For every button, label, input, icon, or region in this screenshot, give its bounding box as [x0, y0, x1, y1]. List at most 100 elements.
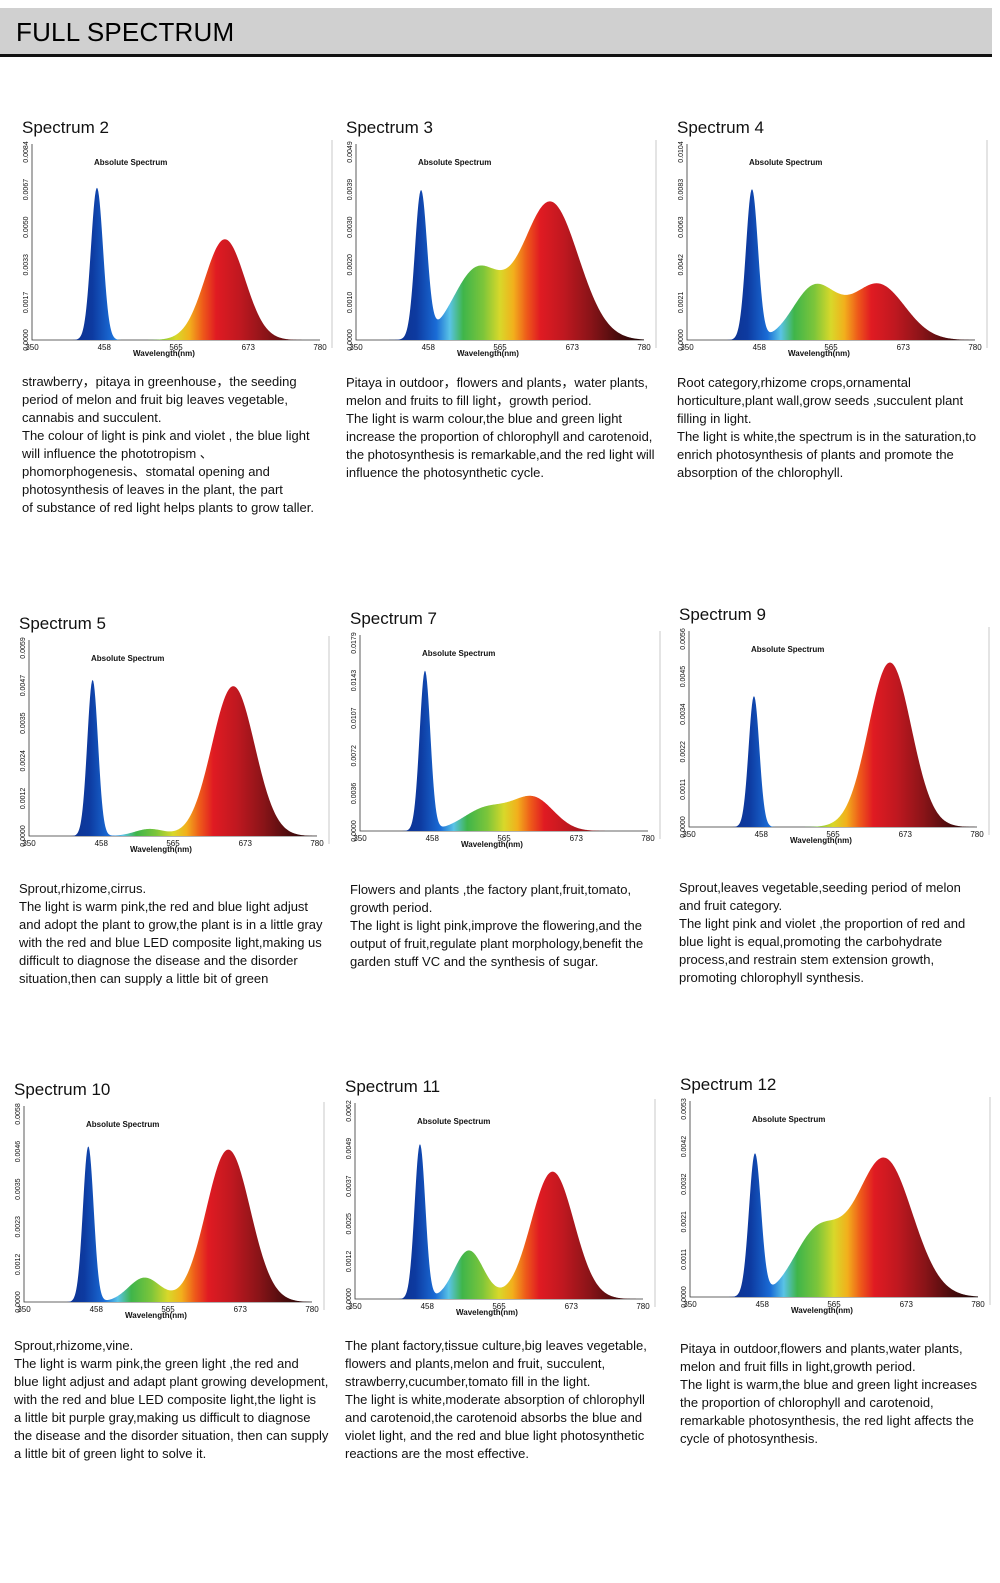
- spectrum-description: The plant factory,tissue culture,big lea…: [345, 1337, 685, 1463]
- y-tick-label: 0.0012: [346, 1251, 353, 1273]
- spectrum-title: Spectrum 9: [679, 605, 766, 624]
- y-tick-label: 0.0067: [23, 179, 30, 201]
- x-tick-label: 673: [234, 1305, 248, 1314]
- description-line: Flowers and plants ,the factory plant,fr…: [350, 882, 632, 897]
- spectrum-panel-2: Spectrum 2 Absolute Spectrum 0.0000 0.0017…: [22, 118, 352, 548]
- x-tick-label: 673: [239, 839, 253, 848]
- y-tick-label: 0.0024: [20, 750, 27, 772]
- spectrum-description: strawberry，pitaya in greenhouse，the seed…: [22, 373, 362, 517]
- chart-title: Absolute Spectrum: [418, 158, 491, 167]
- spectrum-area: [687, 189, 975, 340]
- description-line: of substance of red light helps plants t…: [22, 500, 314, 515]
- x-tick-label: 565: [166, 839, 180, 848]
- y-tick-label: 0.0042: [681, 1136, 688, 1158]
- x-tick-label: 350: [349, 343, 363, 352]
- description-line: horticulture,plant wall,grow seeds ,succ…: [677, 393, 964, 408]
- y-tick-label: 0.0000: [347, 329, 354, 351]
- chart-title: Absolute Spectrum: [94, 158, 167, 167]
- description-line: melon and fruits to fill light，growth pe…: [346, 393, 592, 408]
- chart-title: Absolute Spectrum: [417, 1117, 490, 1126]
- x-tick-label: 458: [755, 830, 769, 839]
- chart-title: Absolute Spectrum: [86, 1120, 159, 1129]
- x-axis-label: Wavelength(nm): [791, 1306, 853, 1315]
- x-tick-label: 458: [421, 1302, 435, 1311]
- spectrum-description: Pitaya in outdoor,flowers and plants,wat…: [680, 1340, 1000, 1448]
- y-tick-label: 0.0046: [15, 1141, 22, 1163]
- description-line: The light pink and violet ,the proportio…: [679, 916, 966, 931]
- spectrum-chart: Absolute Spectrum 0.0000 0.0010 0.0020 0.003…: [347, 140, 657, 358]
- x-tick-label: 458: [753, 343, 767, 352]
- description-line: The light is warm pink,the green light ,…: [14, 1356, 299, 1371]
- spectrum-description: Sprout,rhizome,cirrus. The light is warm …: [19, 880, 359, 988]
- spectrum-panel-7: Spectrum 7 Absolute Spectrum 0.0000 0.0036…: [350, 609, 680, 1039]
- description-line: The light is white,the spectrum is in th…: [677, 429, 977, 444]
- description-line: photosynthesis of leaves in the plant, t…: [22, 482, 283, 497]
- y-tick-label: 0.0032: [681, 1173, 688, 1195]
- spectrum-chart: Absolute Spectrum 0.0000 0.0011 0.0021 0.003…: [681, 1097, 991, 1315]
- x-tick-label: 458: [426, 834, 440, 843]
- y-tick-label: 0.0021: [678, 292, 685, 314]
- spectrum-chart: Absolute Spectrum 0.0000 0.0012 0.0023 0.003…: [15, 1102, 325, 1320]
- spectrum-chart: Absolute Spectrum 0.0000 0.0012 0.0024 0.003…: [20, 636, 330, 854]
- description-line: blue light is equal,promoting the carboh…: [679, 934, 943, 949]
- y-tick-label: 0.0053: [681, 1098, 688, 1120]
- description-line: The colour of light is pink and violet ,…: [22, 428, 310, 443]
- description-line: Root category,rhizome crops,ornamental: [677, 375, 911, 390]
- x-tick-label: 673: [897, 343, 911, 352]
- spectrum-panel-10: Spectrum 10 Absolute Spectrum 0.0000 0.001…: [14, 1080, 344, 1510]
- y-tick-label: 0.0062: [346, 1100, 353, 1122]
- x-axis-label: Wavelength(nm): [790, 836, 852, 845]
- spectrum-panel-4: Spectrum 4 Absolute Spectrum 0.0000 0.0021…: [677, 118, 1000, 548]
- spectrum-chart: Absolute Spectrum 0.0000 0.0012 0.0025 0.003…: [346, 1099, 656, 1317]
- spectrum-panel-5: Spectrum 5 Absolute Spectrum 0.0000 0.0012…: [19, 614, 349, 1044]
- x-tick-label: 350: [17, 1305, 31, 1314]
- spectrum-title: Spectrum 10: [14, 1080, 111, 1099]
- description-line: the proportion of chlorophyll and carote…: [680, 1395, 934, 1410]
- y-tick-label: 0.0050: [23, 216, 30, 238]
- spectrum-description: Root category,rhizome crops,ornamental ho…: [677, 374, 1000, 482]
- description-line: a little bit purple gray,making us diffi…: [14, 1410, 311, 1425]
- y-tick-label: 0.0023: [15, 1216, 22, 1238]
- y-tick-label: 0.0063: [678, 216, 685, 238]
- x-axis-label: Wavelength(nm): [125, 1311, 187, 1320]
- x-tick-label: 673: [899, 830, 913, 839]
- spectrum-chart: Absolute Spectrum 0.0000 0.0011 0.0022 0.003…: [680, 627, 990, 845]
- description-line: garden stuff VC and the synthesis of sug…: [350, 954, 599, 969]
- y-tick-label: 0.0037: [346, 1175, 353, 1197]
- chart-axes: [359, 635, 648, 832]
- page-title: FULL SPECTRUM: [16, 17, 235, 47]
- spectrum-description: Flowers and plants ,the factory plant,fr…: [350, 881, 690, 971]
- description-line: and fruit category.: [679, 898, 783, 913]
- x-tick-label: 350: [683, 1300, 697, 1309]
- description-line: blue light adjust and adapt plant growin…: [14, 1374, 329, 1389]
- description-line: The plant factory,tissue culture,big lea…: [345, 1338, 647, 1353]
- description-line: with the red and blue LED composite ligh…: [14, 1392, 317, 1407]
- y-tick-label: 0.0058: [15, 1103, 22, 1125]
- description-line: influence the photosynthetic cycle.: [346, 465, 545, 480]
- description-line: enrich photosynthesis of plants and prom…: [677, 447, 954, 462]
- x-tick-label: 780: [970, 830, 984, 839]
- chart-axes: [23, 1106, 312, 1303]
- description-line: process,and restrain stem extension grow…: [679, 952, 935, 967]
- spectrum-chart: Absolute Spectrum 0.0000 0.0021 0.0042 0.006…: [678, 140, 988, 358]
- y-tick-label: 0.0035: [20, 712, 27, 734]
- description-line: Sprout,rhizome,vine.: [14, 1338, 134, 1353]
- description-line: The light is warm,the blue and green lig…: [680, 1377, 977, 1392]
- description-line: filling in light.: [677, 411, 752, 426]
- spectrum-title: Spectrum 7: [350, 609, 437, 628]
- x-tick-label: 673: [566, 343, 580, 352]
- x-tick-label: 350: [22, 839, 36, 848]
- spectrum-area: [355, 1144, 643, 1299]
- y-tick-label: 0.0083: [678, 179, 685, 201]
- spectrum-description: Sprout,rhizome,vine. The light is warm pi…: [14, 1337, 354, 1463]
- spectrum-title: Spectrum 11: [345, 1077, 441, 1096]
- y-tick-label: 0.0045: [680, 666, 687, 688]
- y-tick-label: 0.0179: [351, 632, 358, 654]
- spectrum-chart: Absolute Spectrum 0.0000 0.0036 0.0072 0.010…: [351, 631, 661, 849]
- spectrum-description: Sprout,leaves vegetable,seeding period o…: [679, 879, 1000, 987]
- spectrum-panel-11: Spectrum 11 Absolute Spectrum 0.0000 0.001…: [345, 1077, 675, 1507]
- spectrum-description: Pitaya in outdoor，flowers and plants，wat…: [346, 374, 686, 482]
- description-line: situation,then can supply a little bit o…: [19, 971, 269, 986]
- y-tick-label: 0.0000: [681, 1286, 688, 1308]
- description-line: difficult to diagnose the disease and th…: [19, 953, 298, 968]
